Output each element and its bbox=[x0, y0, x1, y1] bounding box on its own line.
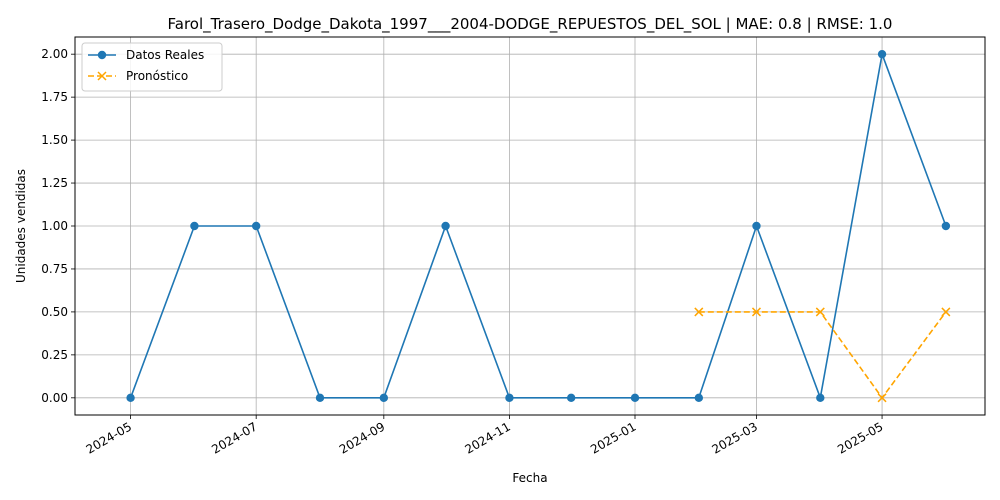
legend-marker bbox=[97, 71, 107, 81]
data-point bbox=[441, 221, 450, 231]
data-point bbox=[941, 221, 951, 231]
series-1 bbox=[126, 49, 951, 403]
data-point bbox=[126, 393, 135, 403]
x-axis: 2024-05 2024-07 2024-09 2024-11 2025-01 2025-… bbox=[84, 415, 886, 457]
data-point bbox=[251, 221, 261, 231]
y-tick-label: 1.25 bbox=[41, 176, 68, 190]
series-line bbox=[129, 53, 947, 399]
x-tick-label: 2024-05 bbox=[84, 419, 134, 456]
data-point bbox=[751, 307, 762, 317]
y-tick-label: 1.50 bbox=[41, 133, 68, 147]
data-point bbox=[694, 307, 704, 317]
data-point bbox=[694, 393, 704, 403]
x-tick-label: 2025-05 bbox=[835, 419, 885, 456]
data-point bbox=[941, 307, 951, 317]
data-point bbox=[752, 221, 761, 231]
data-point bbox=[566, 393, 576, 403]
legend-box bbox=[81, 42, 223, 92]
x-axis-title: Fecha bbox=[512, 471, 547, 485]
data-point bbox=[815, 307, 825, 317]
legend: Datos Reales Pronóstico bbox=[81, 42, 223, 92]
y-tick-label: 1.75 bbox=[41, 90, 68, 104]
chart-title: Farol_Trasero_Dodge_Dakota_1997___2004-D… bbox=[168, 15, 893, 34]
x-tick-label: 2024-09 bbox=[337, 419, 387, 456]
legend-item: Datos Reales bbox=[88, 48, 204, 62]
x-tick-label: 2024-07 bbox=[209, 419, 259, 456]
legend-label: Datos Reales bbox=[126, 48, 204, 62]
data-point bbox=[816, 393, 825, 403]
y-axis-title: Unidades vendidas bbox=[14, 169, 28, 283]
legend-marker bbox=[97, 50, 107, 60]
data-point bbox=[877, 393, 887, 403]
y-axis: 0.00 0.25 0.50 0.75 1.00 1.25 1.50 1.75 2.00 bbox=[41, 47, 75, 405]
series-2 bbox=[694, 307, 951, 403]
data-point bbox=[505, 393, 514, 403]
x-tick-label: 2025-03 bbox=[710, 419, 760, 456]
x-tick-label: 2024-11 bbox=[462, 419, 512, 456]
legend-label: Pronóstico bbox=[126, 69, 188, 83]
data-point bbox=[630, 393, 640, 403]
data-point bbox=[315, 393, 325, 403]
y-tick-label: 1.00 bbox=[41, 219, 68, 233]
series-layer bbox=[126, 49, 951, 403]
y-tick-label: 0.00 bbox=[41, 391, 68, 405]
y-tick-label: 2.00 bbox=[41, 47, 68, 61]
y-tick-label: 0.75 bbox=[41, 262, 68, 276]
data-point bbox=[190, 221, 199, 231]
y-tick-label: 0.50 bbox=[41, 305, 68, 319]
legend-item: Pronóstico bbox=[88, 69, 188, 83]
x-tick-label: 2025-01 bbox=[588, 419, 638, 456]
data-point bbox=[379, 393, 389, 403]
y-tick-label: 0.25 bbox=[41, 348, 68, 362]
data-point bbox=[877, 49, 887, 59]
